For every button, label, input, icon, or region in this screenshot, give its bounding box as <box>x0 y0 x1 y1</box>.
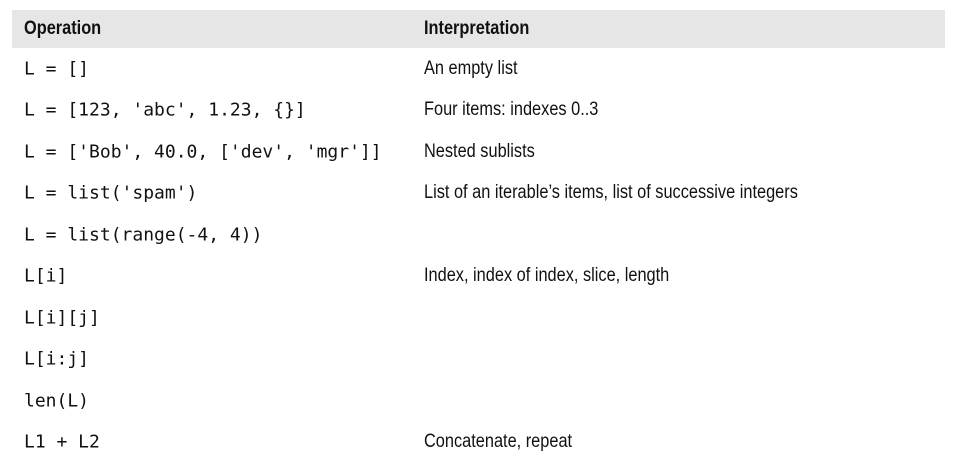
table-row: L = list(range(-4, 4)) <box>12 214 945 256</box>
interpretation-cell: Nested sublists <box>424 140 535 162</box>
table-row: L1 + L2 Concatenate, repeat <box>12 422 945 464</box>
interpretation-cell: List of an iterable’s items, list of suc… <box>424 182 798 204</box>
operation-cell: L[i:j] <box>24 348 90 370</box>
table-row: L = list('spam') List of an iterable’s i… <box>12 173 945 215</box>
header-operation: Operation <box>24 18 102 39</box>
table-row: L[i:j] <box>12 339 945 381</box>
operation-cell: L = [] <box>24 58 90 80</box>
table-row: L[i][j] <box>12 297 945 339</box>
list-operations-table: Operation Interpretation L = [] An empty… <box>12 10 945 463</box>
table-row: L = [] An empty list <box>12 48 945 90</box>
operation-cell: len(L) <box>24 390 90 412</box>
table-row: L[i] Index, index of index, slice, lengt… <box>12 256 945 298</box>
operation-cell: L[i] <box>24 265 68 287</box>
table-row: L = [123, 'abc', 1.23, {}] Four items: i… <box>12 90 945 132</box>
table-row: len(L) <box>12 380 945 422</box>
operation-cell: L1 + L2 <box>24 431 100 453</box>
operation-cell: L = list(range(-4, 4)) <box>24 224 263 246</box>
interpretation-cell: Four items: indexes 0..3 <box>424 99 599 121</box>
table-header-row: Operation Interpretation <box>12 10 945 48</box>
interpretation-cell: Index, index of index, slice, length <box>424 265 670 287</box>
interpretation-cell: An empty list <box>424 57 518 79</box>
header-interpretation: Interpretation <box>424 18 530 39</box>
operation-cell: L = ['Bob', 40.0, ['dev', 'mgr']] <box>24 141 382 163</box>
table-row: L = ['Bob', 40.0, ['dev', 'mgr']] Nested… <box>12 131 945 173</box>
interpretation-cell: Concatenate, repeat <box>424 431 573 453</box>
operation-cell: L[i][j] <box>24 307 100 329</box>
operation-cell: L = [123, 'abc', 1.23, {}] <box>24 99 306 121</box>
operation-cell: L = list('spam') <box>24 182 198 204</box>
